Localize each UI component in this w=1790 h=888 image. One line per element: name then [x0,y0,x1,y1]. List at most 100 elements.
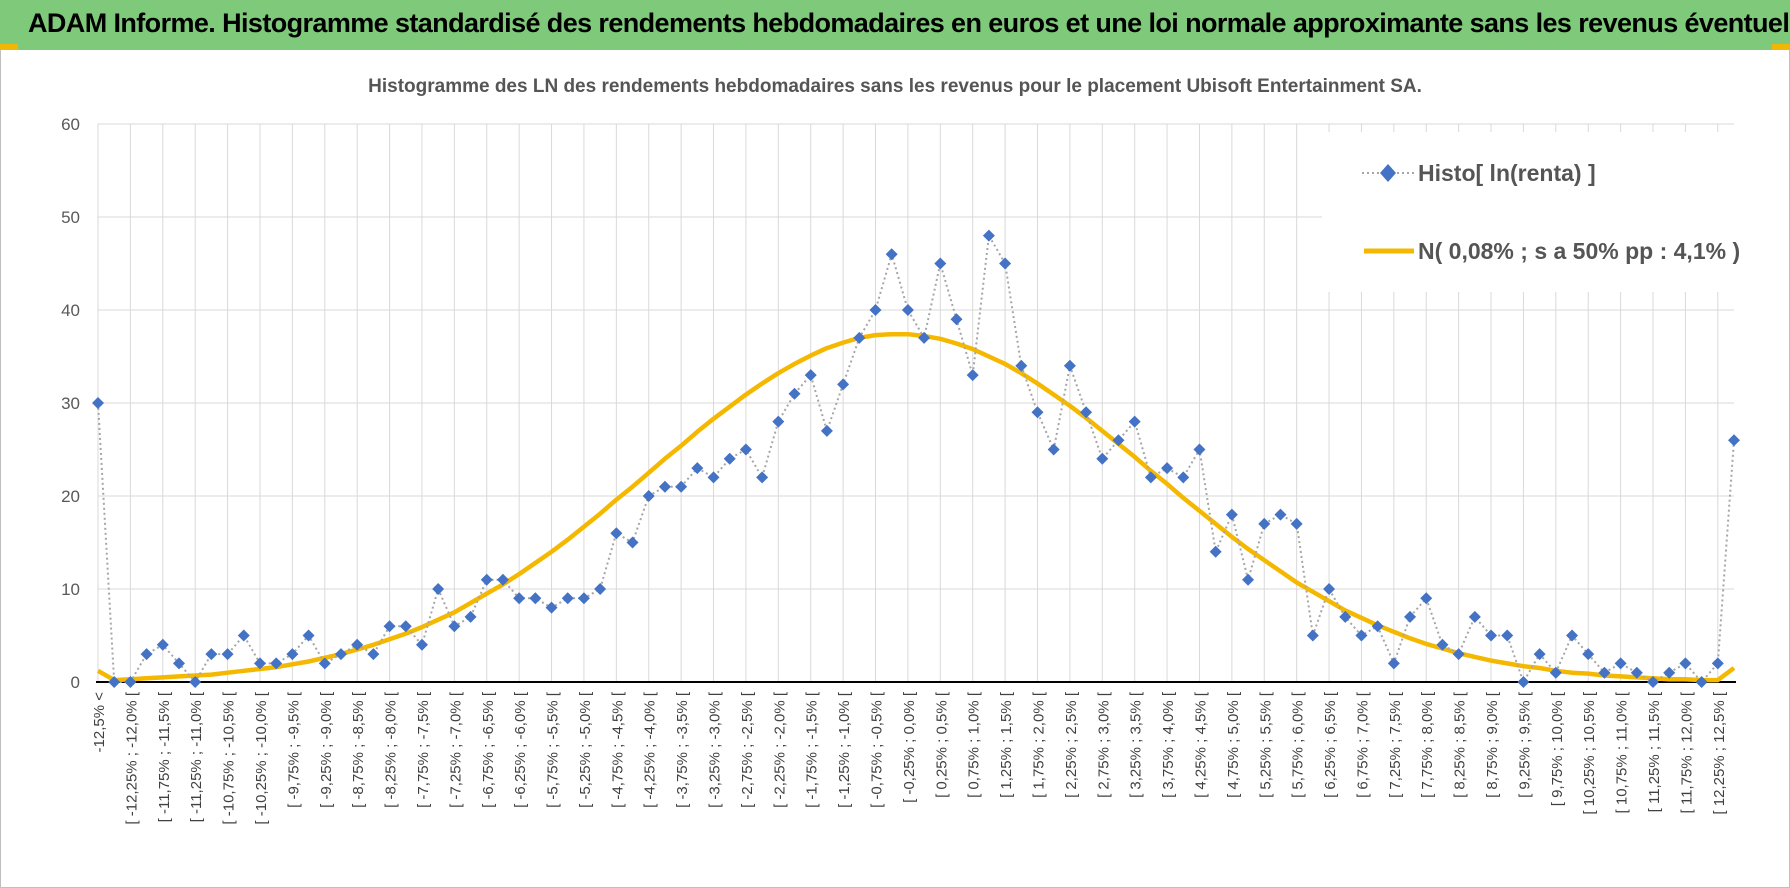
histogram-point [302,629,315,642]
x-tick-label: [ 5,75% ; 6,0% [ [1290,691,1307,798]
histogram-point [1420,592,1433,605]
histogram-point [1614,657,1627,670]
histogram-point [189,676,202,688]
histogram-point [545,601,558,614]
x-tick-label: [ -11,25% ; -11,0% [ [188,691,205,822]
histogram-point [1436,638,1449,651]
histogram-point [1031,406,1044,419]
histogram-point [1306,629,1319,642]
histogram-point [658,480,671,493]
histogram-point [885,248,898,261]
histogram-point [1274,508,1287,521]
report-banner: ADAM Informe. Histogramme standardisé de… [0,0,1790,50]
histogram-point [237,629,250,642]
histogram-point [1225,508,1238,521]
y-tick-label: 40 [61,301,80,320]
histogram-point [1452,648,1465,661]
histogram-point [1468,610,1481,623]
histogram-point [270,657,283,670]
histogram-point [1533,648,1546,661]
y-tick-label: 20 [61,487,80,506]
x-tick-label: [ 9,25% ; 9,5% [ [1516,691,1533,798]
histogram-point [496,573,509,586]
histogram-point [286,648,299,661]
histogram-point [529,592,542,605]
histogram-point [1047,443,1060,456]
histogram-point [594,583,607,595]
x-tick-label: [ 2,25% ; 2,5% [ [1063,691,1080,798]
histogram-point [1582,648,1595,661]
histogram-point [1096,452,1109,465]
histogram-point [1501,629,1514,642]
x-tick-label: [ -5,75% ; -5,5% [ [545,691,562,808]
x-tick-label: [ -12,25% ; -12,0% [ [123,691,140,824]
histogram-point [707,471,720,484]
histogram-point [739,443,752,456]
x-tick-label: [ 4,25% ; 4,5% [ [1192,691,1209,798]
x-tick-label: [ -5,25% ; -5,0% [ [577,691,594,808]
x-tick-label: [ -4,75% ; -4,5% [ [609,691,626,808]
histogram-point [950,313,963,326]
x-tick-label: [ 2,75% ; 3,0% [ [1095,691,1112,798]
histogram-point [124,676,137,688]
chart-title: Histogramme des LN des rendements hebdom… [368,76,1422,97]
histogram-point [1112,434,1125,447]
histogram-point [334,648,347,661]
x-tick-label: [ 6,75% ; 7,0% [ [1354,691,1371,798]
histogram-point [108,676,121,688]
histogram-line [97,232,1735,685]
histogram-point [1015,359,1028,372]
histogram-point [756,471,769,484]
histogram-point [1339,610,1352,623]
x-axis: -12,5% < [ -12,25% ; -12,0% [[ -11,75% ; … [91,681,1736,825]
legend-histo-marker [1380,164,1396,182]
x-tick-label: [ -8,75% ; -8,5% [ [350,691,367,808]
x-tick-label: [ 7,75% ; 8,0% [ [1419,691,1436,798]
normal-curve-series [96,331,1736,683]
x-tick-label: [ -1,25% ; -1,0% [ [836,691,853,808]
histogram-point [1630,666,1643,679]
histogram-point [1258,517,1271,530]
report-title: ADAM Informe. Histogramme standardisé de… [28,8,1790,38]
histogram-point [1711,657,1724,670]
x-tick-label: [ -11,75% ; -11,5% [ [156,691,173,822]
histogram-point [577,592,590,605]
histogram-point [464,610,477,623]
histogram-point [626,536,639,549]
histogram-point [918,331,931,344]
x-tick-label: [ -1,75% ; -1,5% [ [804,691,821,808]
y-tick-label: 50 [61,208,80,227]
histogram-point [1080,406,1093,419]
histogram-point [966,369,979,382]
x-tick-label: [ 0,75% ; 1,0% [ [966,691,983,798]
histogram-point [999,257,1012,270]
legend-normal-label: N( 0,08% ; s a 50% pp : 4,1% ) [1418,238,1740,264]
x-tick-label: [ 12,25% ; 12,5% [ [1711,691,1728,814]
histogram-point [140,648,153,661]
x-tick-label: [ -3,75% ; -3,5% [ [674,691,691,808]
histogram-point [1517,676,1530,688]
histogram-point [92,397,104,409]
histogram-point [1679,657,1692,670]
histogram-point [869,304,882,316]
histogram-point [351,638,364,651]
histogram-point [432,583,445,595]
histogram-point [723,452,736,465]
x-tick-label: [ -0,75% ; -0,5% [ [869,691,886,808]
histogram-point [1387,657,1400,670]
x-tick-label: [ -4,25% ; -4,0% [ [642,691,659,808]
histogram-point [561,592,574,605]
histogram-point [1290,517,1303,530]
histogram-point [901,304,914,316]
histogram-point [383,620,396,633]
gridlines [97,123,1734,682]
histogram-point [448,620,461,633]
x-tick-label: [ -10,75% ; -10,5% [ [221,691,238,824]
histogram-point [205,648,218,661]
histogram-point [1549,666,1562,679]
x-tick-label: [ -2,75% ; -2,5% [ [739,691,756,808]
y-axis: 0 10 20 30 40 50 60 [61,115,80,692]
banner-accent-left [0,44,18,50]
x-tick-label: [ -7,75% ; -7,5% [ [415,691,432,808]
